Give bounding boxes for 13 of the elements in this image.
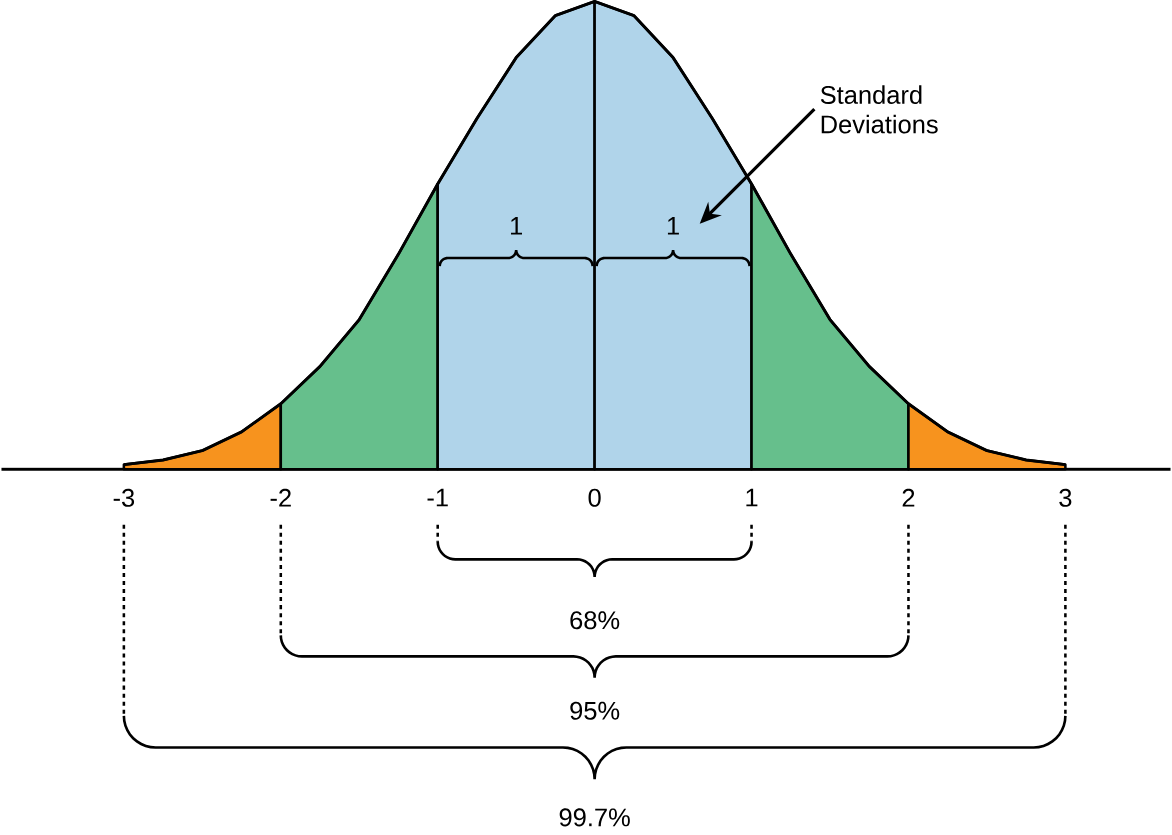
x-tick-label: 1 (746, 488, 758, 507)
annotation: 1 (511, 217, 522, 235)
x-tick-label: 3 (1059, 488, 1072, 507)
x-tick-label: 2 (902, 488, 915, 507)
annotation: 1 (667, 217, 679, 235)
x-tick-label: -1 (427, 488, 448, 507)
text: 95% (570, 701, 620, 720)
annotation: Standard Deviations (820, 85, 938, 134)
x-tick-label: 0 (588, 488, 601, 507)
text: 68% (570, 611, 620, 630)
x-tick-label: -3 (113, 488, 135, 507)
text: 99.7% (559, 808, 630, 827)
x-tick-label: -2 (270, 488, 291, 507)
